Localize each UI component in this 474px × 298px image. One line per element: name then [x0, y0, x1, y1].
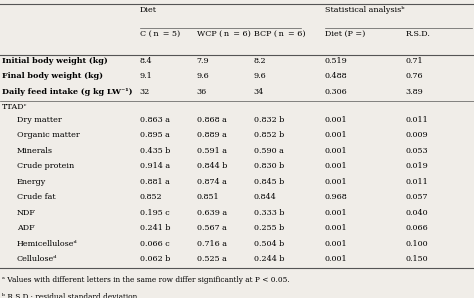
Text: 0.001: 0.001 — [325, 178, 347, 186]
Text: 0.76: 0.76 — [405, 72, 423, 80]
Text: 0.306: 0.306 — [325, 88, 347, 96]
Text: 0.525 a: 0.525 a — [197, 255, 227, 263]
Text: Celluloseᵈ: Celluloseᵈ — [17, 255, 57, 263]
Text: 0.863 a: 0.863 a — [140, 116, 170, 124]
Text: 0.001: 0.001 — [325, 224, 347, 232]
Text: 8.4: 8.4 — [140, 57, 153, 65]
Text: 0.852 b: 0.852 b — [254, 131, 284, 139]
Text: 0.244 b: 0.244 b — [254, 255, 284, 263]
Text: NDF: NDF — [17, 209, 36, 217]
Text: ADF: ADF — [17, 224, 34, 232]
Text: 0.881 a: 0.881 a — [140, 178, 170, 186]
Text: 0.435 b: 0.435 b — [140, 147, 170, 155]
Text: 0.001: 0.001 — [325, 116, 347, 124]
Text: 0.504 b: 0.504 b — [254, 240, 284, 248]
Text: 0.889 a: 0.889 a — [197, 131, 227, 139]
Text: WCP ( n  = 6): WCP ( n = 6) — [197, 30, 251, 38]
Text: 0.519: 0.519 — [325, 57, 347, 65]
Text: R.S.D.: R.S.D. — [405, 30, 430, 38]
Text: 0.71: 0.71 — [405, 57, 423, 65]
Text: 0.053: 0.053 — [405, 147, 428, 155]
Text: 0.001: 0.001 — [325, 209, 347, 217]
Text: 3.89: 3.89 — [405, 88, 423, 96]
Text: Crude fat: Crude fat — [17, 193, 55, 201]
Text: Statistical analysisᵇ: Statistical analysisᵇ — [325, 6, 404, 14]
Text: 0.852: 0.852 — [140, 193, 163, 201]
Text: Final body weight (kg): Final body weight (kg) — [2, 72, 103, 80]
Text: 0.488: 0.488 — [325, 72, 347, 80]
Text: 0.868 a: 0.868 a — [197, 116, 227, 124]
Text: Hemicelluloseᵈ: Hemicelluloseᵈ — [17, 240, 77, 248]
Text: Diet (P =): Diet (P =) — [325, 30, 365, 38]
Text: 9.6: 9.6 — [254, 72, 266, 80]
Text: 0.062 b: 0.062 b — [140, 255, 170, 263]
Text: 0.195 c: 0.195 c — [140, 209, 170, 217]
Text: 0.066: 0.066 — [405, 224, 428, 232]
Text: 0.874 a: 0.874 a — [197, 178, 227, 186]
Text: 0.844 b: 0.844 b — [197, 162, 227, 170]
Text: Diet: Diet — [140, 6, 157, 14]
Text: 0.844: 0.844 — [254, 193, 276, 201]
Text: 0.845 b: 0.845 b — [254, 178, 284, 186]
Text: Minerals: Minerals — [17, 147, 53, 155]
Text: 34: 34 — [254, 88, 264, 96]
Text: 0.009: 0.009 — [405, 131, 428, 139]
Text: C ( n  = 5): C ( n = 5) — [140, 30, 180, 38]
Text: 0.011: 0.011 — [405, 178, 428, 186]
Text: 0.066 c: 0.066 c — [140, 240, 170, 248]
Text: 0.968: 0.968 — [325, 193, 347, 201]
Text: Energy: Energy — [17, 178, 46, 186]
Text: 0.001: 0.001 — [325, 240, 347, 248]
Text: 0.851: 0.851 — [197, 193, 219, 201]
Text: 8.2: 8.2 — [254, 57, 266, 65]
Text: 0.255 b: 0.255 b — [254, 224, 284, 232]
Text: 32: 32 — [140, 88, 150, 96]
Text: 0.832 b: 0.832 b — [254, 116, 284, 124]
Text: ᵇ R.S.D.: residual standard deviation.: ᵇ R.S.D.: residual standard deviation. — [2, 293, 140, 298]
Text: 0.019: 0.019 — [405, 162, 428, 170]
Text: ᵃ Values with different letters in the same row differ significantly at P < 0.05: ᵃ Values with different letters in the s… — [2, 276, 290, 284]
Text: 0.001: 0.001 — [325, 255, 347, 263]
Text: 0.040: 0.040 — [405, 209, 428, 217]
Text: 0.639 a: 0.639 a — [197, 209, 227, 217]
Text: 0.895 a: 0.895 a — [140, 131, 170, 139]
Text: 36: 36 — [197, 88, 207, 96]
Text: 0.716 a: 0.716 a — [197, 240, 227, 248]
Text: 0.001: 0.001 — [325, 131, 347, 139]
Text: TTADᶜ: TTADᶜ — [2, 103, 28, 111]
Text: 7.9: 7.9 — [197, 57, 210, 65]
Text: 0.001: 0.001 — [325, 162, 347, 170]
Text: 0.567 a: 0.567 a — [197, 224, 227, 232]
Text: 0.150: 0.150 — [405, 255, 428, 263]
Text: Organic matter: Organic matter — [17, 131, 79, 139]
Text: 0.241 b: 0.241 b — [140, 224, 170, 232]
Text: 0.830 b: 0.830 b — [254, 162, 284, 170]
Text: 0.100: 0.100 — [405, 240, 428, 248]
Text: 0.057: 0.057 — [405, 193, 428, 201]
Text: Dry matter: Dry matter — [17, 116, 61, 124]
Text: Crude protein: Crude protein — [17, 162, 74, 170]
Text: 9.1: 9.1 — [140, 72, 153, 80]
Text: 0.333 b: 0.333 b — [254, 209, 284, 217]
Text: 0.590 a: 0.590 a — [254, 147, 283, 155]
Text: Initial body weight (kg): Initial body weight (kg) — [2, 57, 108, 65]
Text: 9.6: 9.6 — [197, 72, 210, 80]
Text: Daily feed intake (g kg LW⁻¹): Daily feed intake (g kg LW⁻¹) — [2, 88, 133, 96]
Text: 0.011: 0.011 — [405, 116, 428, 124]
Text: 0.591 a: 0.591 a — [197, 147, 227, 155]
Text: 0.914 a: 0.914 a — [140, 162, 170, 170]
Text: 0.001: 0.001 — [325, 147, 347, 155]
Text: BCP ( n  = 6): BCP ( n = 6) — [254, 30, 305, 38]
